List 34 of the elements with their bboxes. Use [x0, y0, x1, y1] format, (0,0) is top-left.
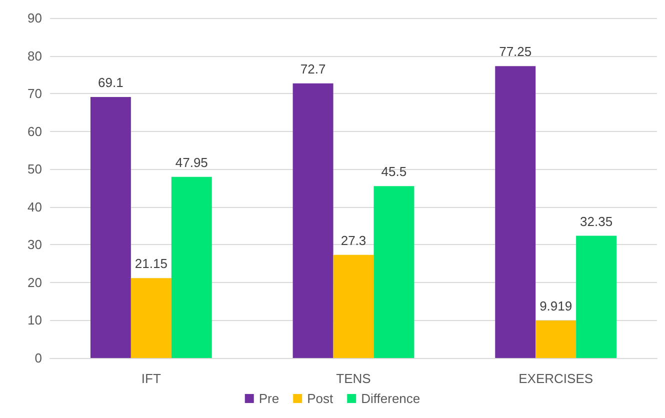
legend-label: Pre [258, 391, 280, 406]
data-label: 21.15 [134, 256, 168, 272]
bar [333, 254, 374, 358]
x-tick-label: TENS [336, 371, 372, 386]
y-tick-label: 20 [28, 274, 42, 290]
data-label: 77.25 [499, 44, 532, 60]
data-label: 27.3 [340, 232, 366, 248]
y-tick-label: 0 [34, 350, 42, 366]
legend-label: Difference [361, 391, 420, 406]
legend-label: Post [307, 391, 334, 406]
x-tick-label: IFT [141, 371, 161, 386]
y-tick-label: 60 [28, 124, 42, 139]
y-tick-label: 80 [28, 48, 42, 64]
x-tick-label: EXERCISES [518, 371, 594, 386]
y-tick-label: 10 [28, 312, 42, 328]
y-tick-label: 40 [28, 199, 42, 214]
data-label: 32.35 [580, 214, 613, 229]
bar [536, 320, 576, 358]
data-label: 72.7 [300, 61, 326, 76]
data-label: 47.95 [175, 154, 208, 170]
bar [90, 96, 131, 358]
bar [374, 186, 414, 358]
bar [292, 83, 334, 358]
bar [130, 278, 172, 358]
data-label: 45.5 [381, 164, 407, 180]
y-tick-label: 70 [28, 86, 42, 102]
bar [495, 66, 536, 358]
y-tick-label: 50 [28, 162, 42, 177]
data-label: 69.1 [98, 74, 124, 90]
y-tick-label: 90 [28, 10, 42, 26]
bar [171, 176, 212, 358]
y-tick-label: 30 [28, 237, 42, 252]
data-label: 9.919 [540, 298, 572, 314]
bar [576, 236, 617, 358]
